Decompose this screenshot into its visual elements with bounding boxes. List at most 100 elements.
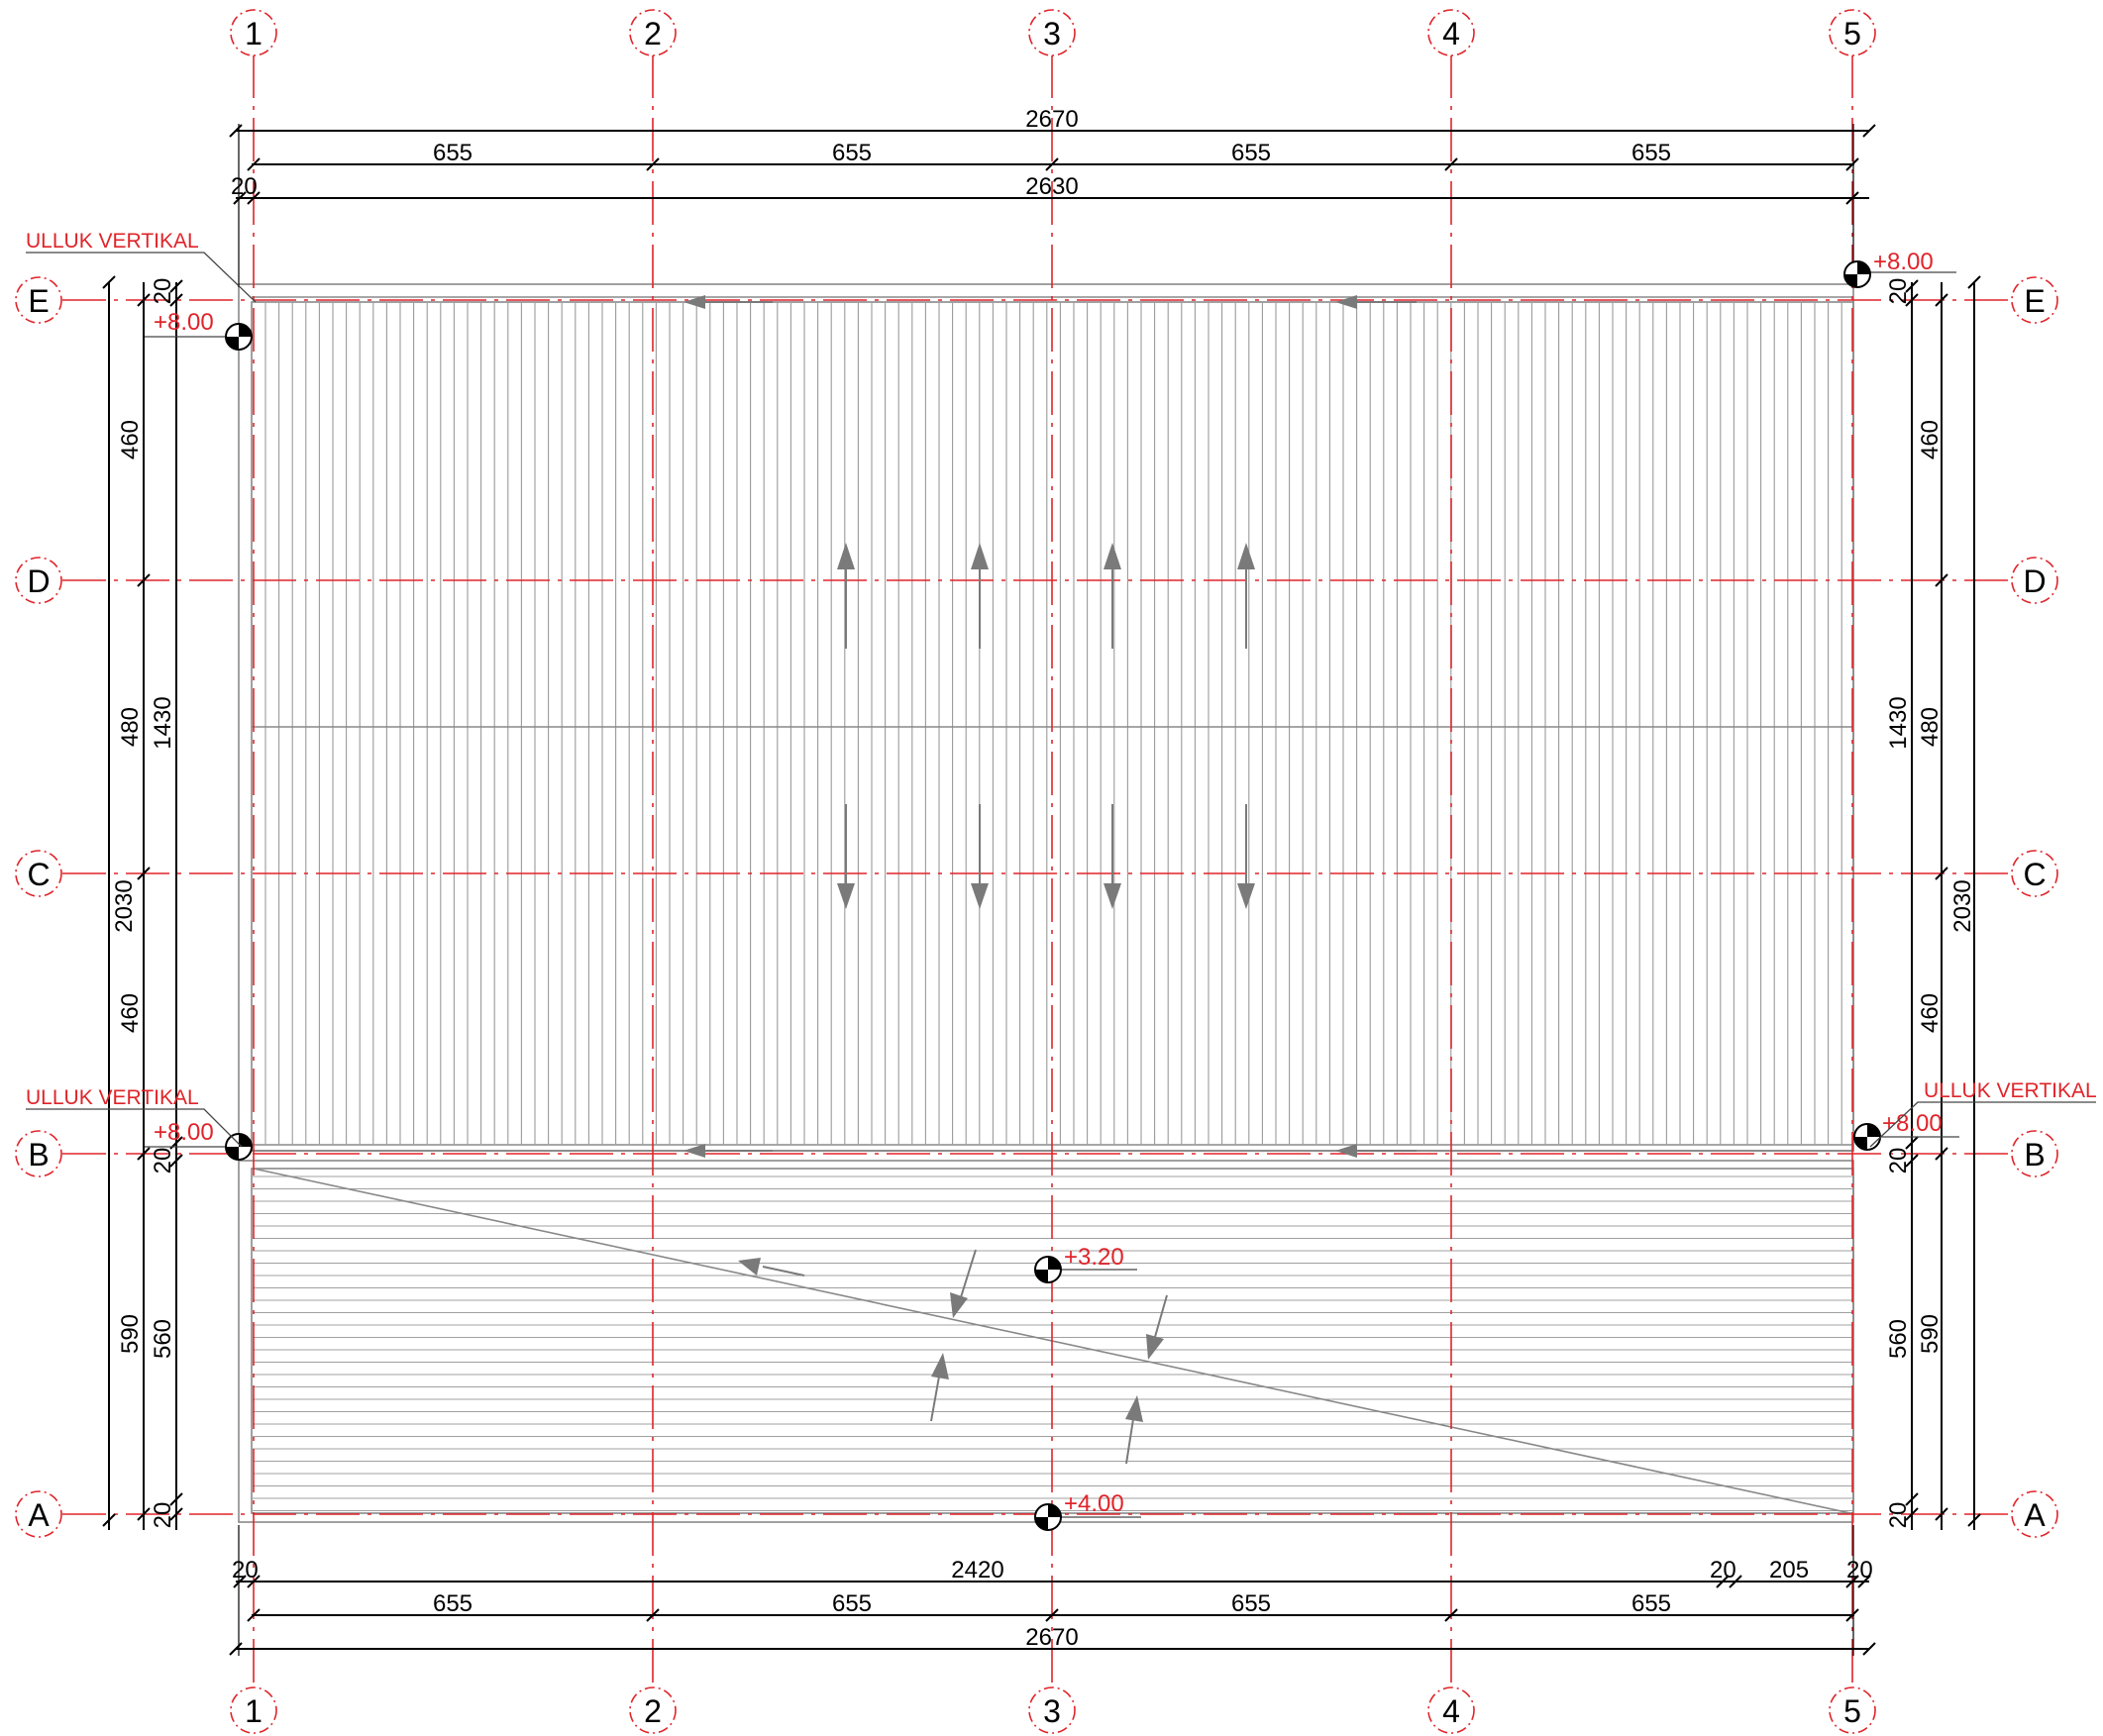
dim-right-lower-inner: 560 (1885, 1319, 1912, 1359)
dims-top: 2670 655 655 655 655 20 2630 (229, 106, 1876, 287)
upper-roof-ribs (264, 303, 1842, 1144)
dim-right-edge-top: 20 (1885, 278, 1912, 305)
dim-bottom-bay-4: 655 (1631, 1590, 1671, 1617)
bubble-left-D-label: D (27, 563, 50, 599)
bubble-top-2-label: 2 (644, 16, 662, 51)
dim-bottom-left-edge: 20 (232, 1557, 259, 1583)
level-top-left: +8.00 (154, 309, 214, 336)
slope-arrow-down-1 (837, 804, 855, 909)
bubble-right-C (2011, 850, 2058, 897)
callout-gutter-top-left: ULLUK VERTIKAL (26, 230, 257, 303)
bubble-right-C-label: C (2023, 857, 2046, 892)
gutter-arrow-mid-2 (1335, 1144, 1417, 1158)
dims-bottom: 20 2420 20 205 20 655 655 655 655 2670 (229, 1525, 1876, 1656)
dim-left-edge-top: 20 (150, 278, 176, 305)
level-marker-top-right: +8.00 (1843, 249, 1956, 288)
level-top-right: +8.00 (1873, 249, 1934, 275)
bubble-right-E (2011, 276, 2058, 324)
dim-right-edge-bottom: 20 (1885, 1502, 1912, 1529)
bubble-right-B (2011, 1130, 2058, 1177)
level-marker-bottom-center: +4.00 (1034, 1490, 1141, 1531)
level-marker-lower-center: +3.20 (1034, 1244, 1137, 1283)
level-lower-center: +3.20 (1064, 1244, 1124, 1271)
bubble-top-3 (1028, 9, 1076, 56)
grid-lines (62, 54, 2011, 1684)
dim-bottom-bay-1: 655 (433, 1590, 473, 1617)
bubble-right-A-label: A (2024, 1497, 2046, 1533)
grid-bubbles-top: 1 2 3 4 5 (230, 9, 1876, 56)
bubble-right-E-label: E (2024, 283, 2045, 319)
bubble-left-C-label: C (27, 857, 50, 892)
dim-right-upper-inner: 1430 (1885, 696, 1912, 749)
bubble-bottom-4-label: 4 (1442, 1693, 1460, 1729)
dim-left-edge-bottom: 20 (150, 1502, 176, 1529)
gutter-arrow-mid-1 (683, 1144, 773, 1158)
gutter-callouts: ULLUK VERTIKAL ULLUK VERTIKAL ULLUK VERT… (26, 230, 2097, 1148)
grid-bubbles-right: E D C B A (2011, 276, 2058, 1538)
dim-right-edge-mid: 20 (1885, 1148, 1912, 1174)
dim-top-bay-1: 655 (433, 140, 473, 166)
bubble-top-4 (1427, 9, 1475, 56)
dim-bottom-overall: 2670 (1025, 1624, 1078, 1651)
bubble-left-B (15, 1130, 62, 1177)
bubble-left-B-label: B (28, 1137, 49, 1173)
bubble-bottom-4 (1427, 1686, 1475, 1734)
dim-bottom-span: 2420 (951, 1557, 1003, 1583)
dim-left-lower-inner: 560 (150, 1319, 176, 1359)
slope-arrows (683, 295, 1417, 1465)
dim-bottom-right-edge-2: 20 (1846, 1557, 1873, 1583)
slope-arrow-up-3 (1104, 543, 1121, 649)
grid-bubbles-left: E D C B A (15, 276, 62, 1538)
dim-top-bay-2: 655 (832, 140, 872, 166)
dim-bottom-bay-2: 655 (832, 1590, 872, 1617)
bubble-right-D-label: D (2023, 563, 2046, 599)
callout-gutter-mid-right-label: ULLUK VERTIKAL (1924, 1079, 2097, 1102)
dim-bottom-bay-3: 655 (1231, 1590, 1271, 1617)
dim-top-edge: 20 (231, 173, 258, 200)
bubble-right-A (2011, 1490, 2058, 1538)
lower-arrow-4 (930, 1353, 949, 1422)
dim-right-bay-3: 460 (1917, 993, 1944, 1033)
level-marker-top-left: +8.00 (145, 309, 253, 351)
dim-right-overall: 2030 (1949, 879, 1976, 932)
callout-gutter-mid-left-label: ULLUK VERTIKAL (26, 1086, 199, 1109)
dim-right-bay-1: 460 (1917, 420, 1944, 460)
bubble-left-E-label: E (28, 283, 49, 319)
lower-arrow-1 (738, 1258, 805, 1276)
dim-top-inner: 2630 (1025, 173, 1078, 200)
bubble-bottom-5-label: 5 (1843, 1693, 1861, 1729)
bubble-right-D (2011, 557, 2058, 604)
bubble-top-5 (1829, 9, 1876, 56)
bubble-left-C (15, 850, 62, 897)
grid-bubbles-bottom: 1 2 3 4 5 (230, 1686, 1876, 1734)
bubble-top-1 (230, 9, 277, 56)
gutter-arrow-top-1 (683, 295, 773, 309)
dim-bottom-right-edge-1: 20 (1710, 1557, 1736, 1583)
bubble-left-A-label: A (28, 1497, 50, 1533)
bubble-left-E (15, 276, 62, 324)
dims-left: 2030 460 480 460 590 20 1430 20 560 20 (102, 275, 183, 1530)
lower-arrow-2 (950, 1249, 977, 1318)
slope-arrow-down-2 (971, 804, 989, 909)
lower-arrow-3 (1146, 1294, 1168, 1360)
lower-roof-outline (238, 1160, 1854, 1523)
lower-arrow-5 (1125, 1395, 1143, 1465)
dim-top-overall: 2670 (1025, 106, 1078, 133)
bubble-bottom-5 (1829, 1686, 1876, 1734)
bubble-bottom-3-label: 3 (1043, 1693, 1061, 1729)
bubble-bottom-1 (230, 1686, 277, 1734)
dim-left-upper-inner: 1430 (150, 696, 176, 749)
bubble-left-A (15, 1490, 62, 1538)
slope-arrow-down-4 (1237, 804, 1255, 909)
slope-arrow-up-2 (971, 543, 989, 649)
bubble-top-5-label: 5 (1843, 16, 1861, 51)
callout-gutter-mid-left: ULLUK VERTIKAL (26, 1086, 243, 1148)
callout-gutter-mid-right: ULLUK VERTIKAL (1869, 1079, 2097, 1148)
bubble-bottom-2 (629, 1686, 677, 1734)
dim-left-bay-1: 460 (117, 420, 144, 460)
dim-top-bay-3: 655 (1231, 140, 1271, 166)
bubble-top-1-label: 1 (245, 16, 263, 51)
callout-gutter-top-left-label: ULLUK VERTIKAL (26, 230, 199, 253)
bubble-bottom-3 (1028, 1686, 1076, 1734)
